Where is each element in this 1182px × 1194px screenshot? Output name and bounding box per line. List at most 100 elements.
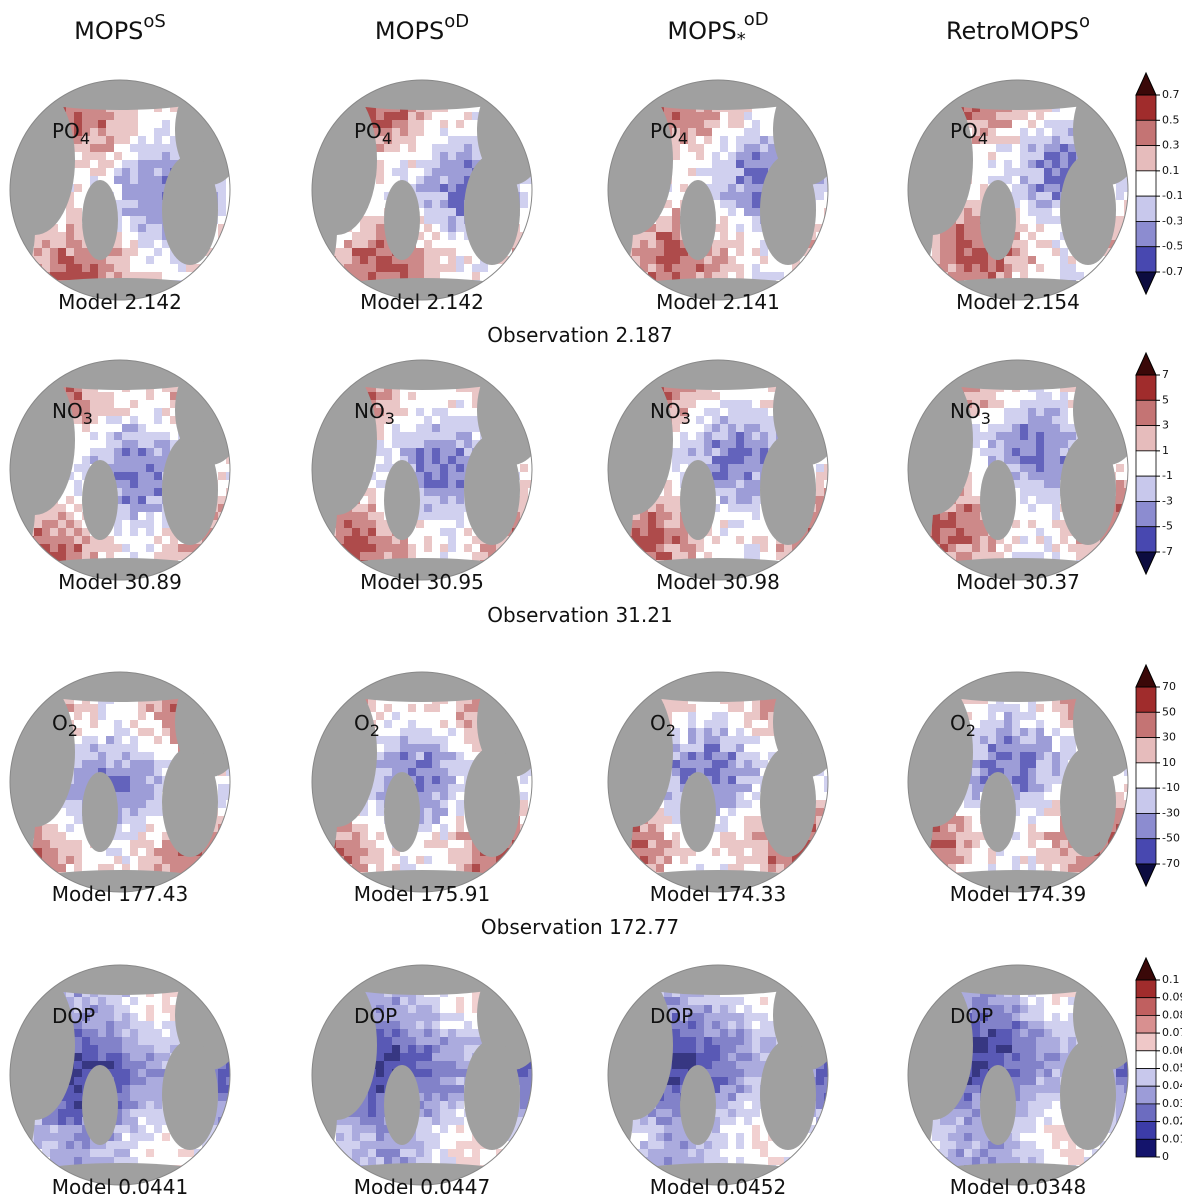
map-cell bbox=[352, 80, 360, 88]
map-cell bbox=[90, 448, 98, 456]
map-cell bbox=[980, 432, 988, 440]
land bbox=[162, 155, 218, 265]
map-cell bbox=[616, 368, 624, 376]
map-cell bbox=[1100, 360, 1108, 368]
map-cell bbox=[66, 824, 74, 832]
map-cell bbox=[1052, 504, 1060, 512]
map-cell bbox=[384, 264, 392, 272]
map-cell bbox=[146, 392, 154, 400]
map-cell bbox=[50, 536, 58, 544]
map-cell bbox=[440, 416, 448, 424]
map-cell bbox=[98, 120, 106, 128]
colorbar-tick-label: 7 bbox=[1162, 368, 1169, 381]
map-cell bbox=[720, 440, 728, 448]
map-cell bbox=[488, 368, 496, 376]
map-cell bbox=[996, 400, 1004, 408]
map-cell bbox=[226, 424, 230, 432]
map-cell bbox=[712, 176, 720, 184]
map-cell bbox=[972, 232, 980, 240]
map-cell bbox=[752, 496, 760, 504]
map-cell bbox=[90, 256, 98, 264]
map-cell bbox=[424, 272, 432, 280]
map-cell bbox=[696, 432, 704, 440]
map-cell bbox=[10, 416, 18, 424]
map-cell bbox=[624, 576, 632, 580]
map-cell bbox=[344, 376, 352, 384]
map-cell bbox=[456, 456, 464, 464]
map-cell bbox=[948, 520, 956, 528]
map-cell bbox=[1124, 512, 1128, 520]
map-cell bbox=[704, 168, 712, 176]
map-cell bbox=[50, 832, 58, 840]
map-cell bbox=[114, 176, 122, 184]
map-cell bbox=[996, 432, 1004, 440]
map-cell bbox=[328, 560, 336, 568]
map-cell bbox=[122, 264, 130, 272]
map-cell bbox=[908, 296, 916, 300]
map-cell bbox=[440, 224, 448, 232]
map-cell bbox=[528, 224, 532, 232]
map-cell bbox=[520, 288, 528, 296]
map-cell bbox=[74, 776, 82, 784]
map-cell bbox=[1124, 560, 1128, 568]
map-cell bbox=[744, 456, 752, 464]
map-cell bbox=[1092, 360, 1100, 368]
map-cell bbox=[736, 400, 744, 408]
map-cell bbox=[720, 464, 728, 472]
map-cell bbox=[432, 464, 440, 472]
map-cell bbox=[752, 408, 760, 416]
map-cell bbox=[50, 840, 58, 848]
map-cell bbox=[680, 440, 688, 448]
map-cell bbox=[74, 792, 82, 800]
map-cell bbox=[50, 680, 58, 688]
map-cell bbox=[824, 176, 828, 184]
map-cell bbox=[512, 568, 520, 576]
map-cell bbox=[704, 264, 712, 272]
map-cell bbox=[210, 560, 218, 568]
map-cell bbox=[98, 448, 106, 456]
map-cell bbox=[924, 280, 932, 288]
map-cell bbox=[664, 264, 672, 272]
map-cell bbox=[616, 576, 624, 580]
map-cell bbox=[744, 504, 752, 512]
map-cell bbox=[916, 552, 924, 560]
map-cell bbox=[130, 128, 138, 136]
map-cell bbox=[1116, 464, 1124, 472]
map-cell bbox=[744, 424, 752, 432]
map-cell bbox=[154, 472, 162, 480]
map-cell bbox=[26, 544, 34, 552]
map-cell bbox=[972, 528, 980, 536]
map-cell bbox=[736, 136, 744, 144]
map-cell bbox=[1124, 544, 1128, 552]
map-cell bbox=[10, 696, 18, 704]
map-cell bbox=[624, 544, 632, 552]
tracer-sub: 4 bbox=[678, 129, 688, 148]
map-cell bbox=[916, 384, 924, 392]
map-cell bbox=[688, 536, 696, 544]
map-cell bbox=[1004, 264, 1012, 272]
map-cell bbox=[1020, 272, 1028, 280]
map-cell bbox=[964, 200, 972, 208]
map-cell bbox=[792, 96, 800, 104]
map-cell bbox=[74, 264, 82, 272]
map-cell bbox=[448, 456, 456, 464]
map-cell bbox=[328, 88, 336, 96]
map-cell bbox=[472, 144, 480, 152]
map-cell bbox=[908, 128, 916, 136]
map-cell bbox=[34, 848, 42, 856]
map-cell bbox=[360, 536, 368, 544]
map-cell bbox=[824, 496, 828, 504]
map-cell bbox=[712, 464, 720, 472]
map-cell bbox=[800, 384, 808, 392]
map-cell bbox=[130, 272, 138, 280]
map-cell bbox=[664, 216, 672, 224]
map-cell bbox=[154, 448, 162, 456]
map-cell bbox=[26, 672, 34, 680]
map-cell bbox=[170, 392, 178, 400]
map-cell bbox=[948, 368, 956, 376]
map-cell bbox=[74, 464, 82, 472]
map-cell bbox=[66, 248, 74, 256]
map-cell bbox=[42, 280, 50, 288]
map-cell bbox=[1100, 264, 1108, 272]
map-cell bbox=[1116, 568, 1124, 576]
